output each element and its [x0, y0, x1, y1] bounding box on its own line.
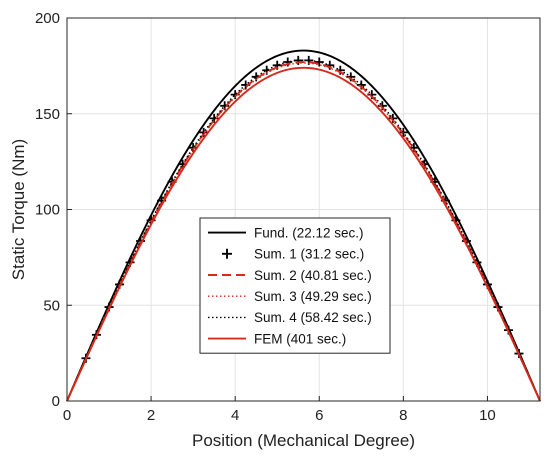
- legend-label: Sum. 4 (58.42 sec.): [254, 310, 372, 325]
- legend-label: Fund. (22.12 sec.): [254, 225, 364, 240]
- legend-label: Sum. 1 (31.2 sec.): [254, 247, 364, 262]
- legend-label: FEM (401 sec.): [254, 331, 346, 346]
- legend-item: Sum. 1 (31.2 sec.): [222, 247, 364, 262]
- series-layer: [66, 49, 541, 402]
- legend-item: Sum. 4 (58.42 sec.): [208, 310, 372, 325]
- x-tick-label: 4: [231, 407, 239, 424]
- legend-label: Sum. 2 (40.81 sec.): [254, 268, 372, 283]
- x-tick-label: 6: [315, 407, 323, 424]
- y-tick-label: 50: [43, 297, 60, 314]
- x-tick-label: 8: [399, 407, 407, 424]
- legend-item: FEM (401 sec.): [208, 331, 346, 346]
- series-1: [66, 49, 541, 402]
- series-6: [66, 66, 541, 402]
- x-axis-title: Position (Mechanical Degree): [192, 431, 415, 450]
- y-axis-title: Static Torque (Nm): [9, 139, 28, 280]
- legend-box: [199, 217, 391, 354]
- series-point: [314, 57, 324, 67]
- legend-label: Sum. 3 (49.29 sec.): [254, 289, 372, 304]
- x-tick-label: 10: [479, 407, 496, 424]
- legend: Fund. (22.12 sec.) Sum. 1 (31.2 sec.) Sum.…: [199, 217, 391, 354]
- x-tick-label: 2: [147, 407, 155, 424]
- series-3: [66, 61, 541, 402]
- series-line: [66, 61, 541, 402]
- legend-item: Sum. 2 (40.81 sec.): [208, 268, 372, 283]
- legend-marker: [222, 248, 232, 259]
- y-tick-label: 0: [52, 393, 60, 410]
- series-line: [66, 66, 541, 402]
- legend-item: Sum. 3 (49.29 sec.): [208, 289, 372, 304]
- y-tick-label: 100: [35, 202, 60, 219]
- legend-item: Fund. (22.12 sec.): [208, 225, 364, 240]
- x-tick-label: 0: [63, 407, 71, 424]
- y-tick-label: 150: [35, 106, 60, 123]
- y-tick-label: 200: [35, 10, 60, 27]
- series-line: [66, 49, 541, 402]
